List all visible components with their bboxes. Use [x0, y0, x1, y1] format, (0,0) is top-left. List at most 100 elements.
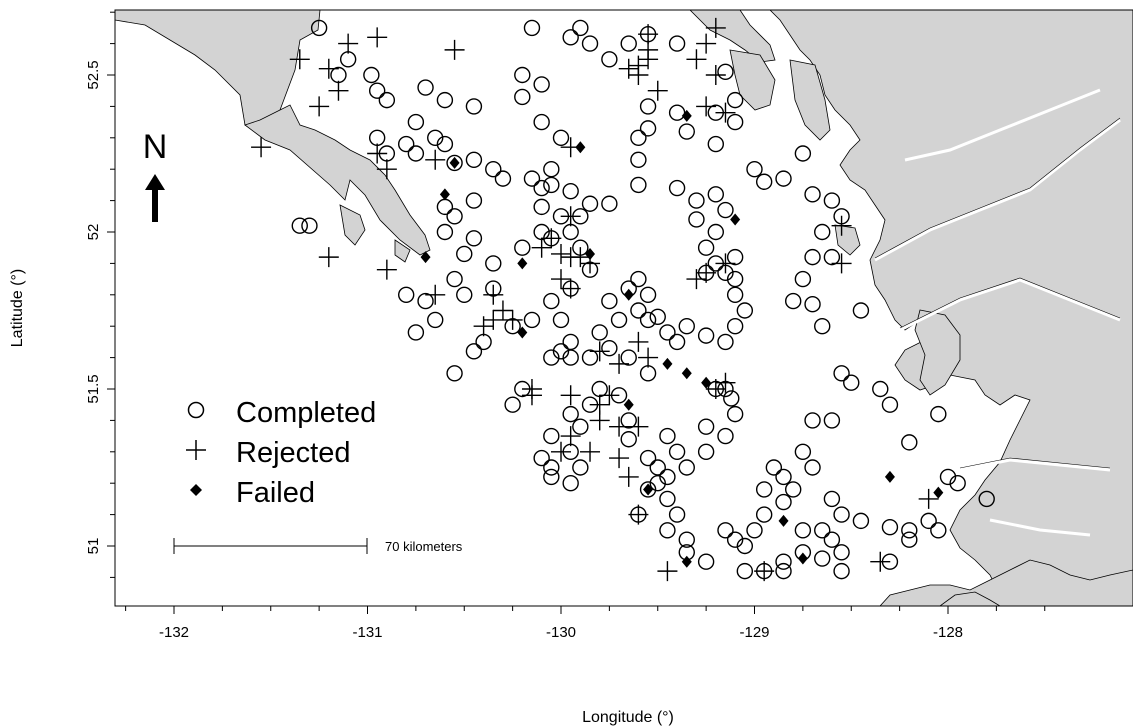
completed-point [707, 186, 724, 203]
completed-point [639, 286, 657, 303]
completed-point [330, 66, 347, 84]
completed-point [697, 418, 715, 435]
failed-point [681, 367, 692, 380]
rejected-point [551, 441, 571, 462]
rejected-point [705, 17, 726, 38]
completed-point [581, 349, 599, 366]
completed-point [485, 255, 502, 272]
completed-point [533, 198, 550, 216]
legend-failed-label: Failed [236, 477, 315, 509]
rejected-point [328, 80, 349, 101]
inlet-2 [899, 278, 1121, 332]
completed-point [649, 475, 666, 492]
rejected-point [502, 309, 523, 330]
completed-point [852, 302, 870, 319]
completed-point [804, 186, 821, 203]
inlet-layer [874, 88, 1121, 537]
legend-completed-marker [187, 401, 205, 419]
rejected-point [628, 331, 649, 352]
rejected-point [870, 551, 891, 572]
completed-point [668, 35, 686, 52]
inlet-outline-1 [874, 117, 1121, 259]
completed-point [436, 135, 454, 153]
rejected-point [289, 49, 310, 70]
completed-point [804, 248, 821, 266]
completed-point [697, 443, 715, 460]
completed-point [804, 459, 821, 476]
inlet-1 [874, 118, 1121, 262]
completed-point [804, 296, 821, 313]
legend-failed-marker [190, 484, 202, 496]
completed-point [601, 195, 618, 212]
completed-point [581, 35, 599, 52]
inlet-5 [989, 518, 1091, 537]
completed-point [668, 179, 686, 197]
completed-point [398, 286, 415, 303]
y-tick-label: 52.5 [85, 60, 102, 89]
completed-point [901, 434, 918, 451]
completed-point [630, 270, 647, 288]
completed-point [310, 19, 328, 37]
rejected-point [338, 33, 359, 54]
completed-point [823, 248, 841, 266]
completed-point [446, 270, 463, 288]
completed-point [543, 160, 560, 178]
rejected-point [551, 269, 571, 290]
completed-point [591, 324, 608, 341]
failed-point [643, 483, 654, 496]
points-layer [251, 17, 995, 582]
completed-point [543, 468, 560, 486]
completed-point [736, 302, 754, 319]
land-islet-2 [394, 239, 411, 263]
rejected-point [551, 243, 571, 264]
rejected-point [609, 448, 630, 469]
completed-point [610, 311, 628, 329]
completed-point [717, 522, 734, 539]
completed-point [572, 418, 589, 435]
land-north-coast [689, 10, 776, 63]
completed-point [465, 151, 483, 168]
completed-point [688, 211, 705, 228]
completed-point [465, 343, 483, 360]
rejected-point [444, 39, 465, 60]
completed-point [562, 333, 579, 351]
rejected-point [638, 347, 659, 368]
north-label: N [143, 128, 168, 166]
inlet-outline-2 [899, 277, 1121, 329]
completed-point [552, 343, 570, 360]
completed-point [620, 431, 637, 448]
completed-point [523, 170, 541, 187]
completed-point [407, 145, 425, 162]
completed-point [465, 230, 483, 247]
completed-point [678, 459, 695, 476]
rejected-point [696, 96, 717, 117]
rejected-point [483, 284, 504, 305]
completed-point [543, 349, 560, 366]
completed-point [794, 270, 812, 288]
completed-point [649, 308, 666, 325]
completed-point [814, 550, 831, 567]
completed-point [755, 481, 773, 498]
failed-point [884, 470, 895, 483]
completed-point [417, 292, 434, 310]
completed-point [823, 531, 841, 548]
completed-point [543, 176, 560, 194]
completed-point [639, 481, 657, 498]
completed-point [881, 518, 899, 536]
completed-point [301, 217, 318, 234]
rejected-point [560, 385, 581, 406]
completed-point [639, 365, 657, 382]
completed-point [755, 173, 773, 190]
completed-point [523, 19, 541, 37]
y-tick-label: 52 [85, 224, 102, 241]
completed-point [446, 154, 463, 172]
completed-point [775, 468, 792, 486]
completed-point [852, 512, 870, 530]
completed-point [668, 443, 686, 460]
legend-rejected-marker [186, 440, 206, 460]
failed-point [797, 552, 808, 565]
completed-point [533, 449, 550, 467]
completed-point [814, 223, 831, 241]
rejected-point [376, 259, 397, 280]
